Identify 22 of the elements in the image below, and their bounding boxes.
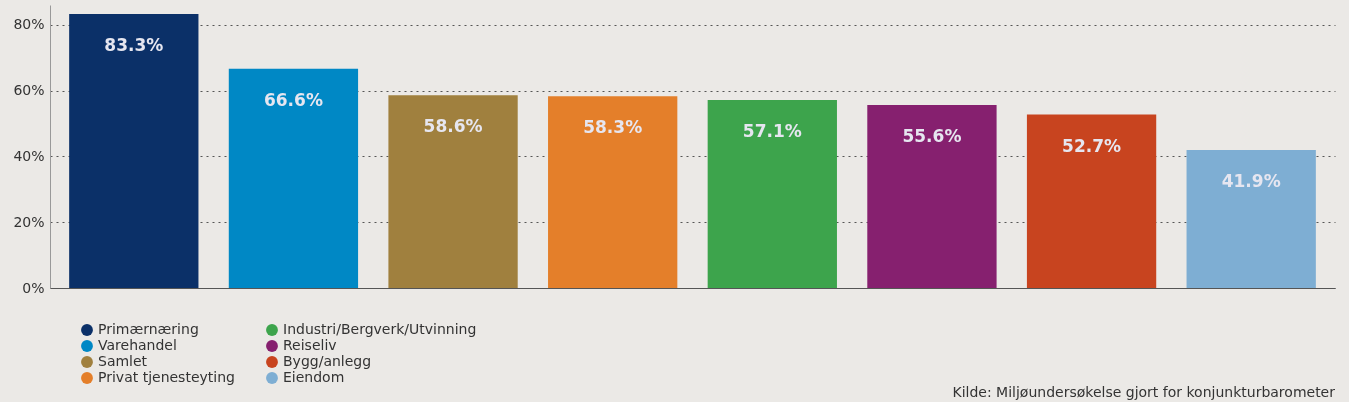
- y-tick-label: 0%: [22, 279, 45, 296]
- data-label: 55.6%: [902, 126, 962, 147]
- legend-label: Samlet: [98, 353, 148, 369]
- legend-label: Industri/Bergverk/Utvinning: [283, 321, 477, 337]
- data-label: 41.9%: [1221, 171, 1281, 192]
- y-tick-label: 80%: [13, 16, 45, 33]
- data-label: 58.6%: [423, 116, 483, 137]
- text: Kilde: Miljøundersøkelse gjort for konjunkturbarometer: [952, 384, 1336, 400]
- legend-label: Eiendom: [283, 369, 345, 385]
- legend-label: Bygg/anlegg: [283, 353, 372, 369]
- data-label: 83.3%: [104, 34, 164, 55]
- y-tick-label: 60%: [13, 82, 45, 99]
- data-label: 52.7%: [1062, 135, 1122, 156]
- data-label: 57.1%: [742, 121, 802, 142]
- legend-label: Primærnæring: [98, 321, 199, 337]
- legend-label: Privat tjenesteyting: [98, 369, 235, 385]
- data-label: 58.3%: [583, 117, 643, 138]
- legend-label: Reiseliv: [283, 337, 337, 353]
- legend-label: Varehandel: [98, 337, 177, 353]
- y-tick-label: 20%: [13, 213, 45, 230]
- data-label: 66.6%: [263, 89, 323, 110]
- y-tick-label: 40%: [13, 147, 45, 164]
